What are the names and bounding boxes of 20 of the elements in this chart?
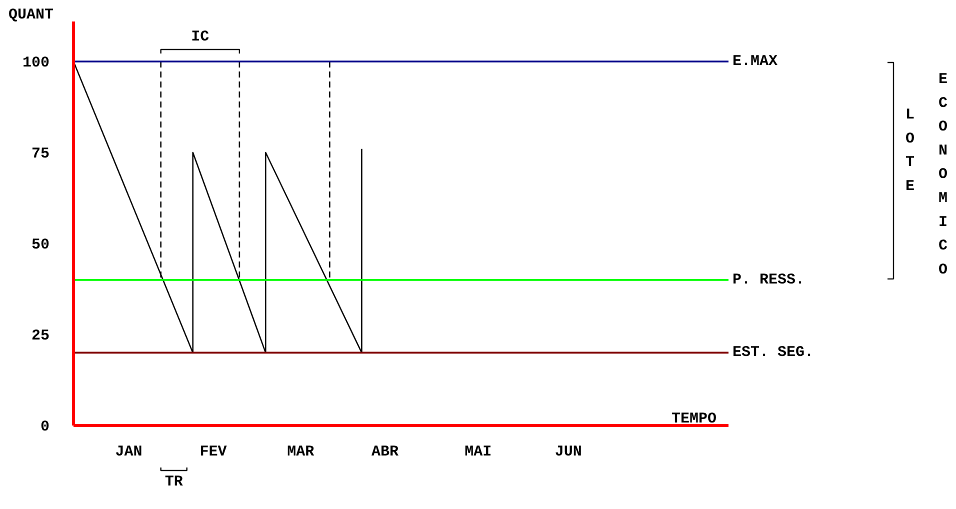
ref-line-label: E.MAX <box>732 53 778 70</box>
text: TR <box>164 474 183 490</box>
x-tick-label: JAN <box>115 444 142 460</box>
annotation: IC <box>191 28 210 46</box>
x-axis-title: TEMPO <box>671 410 717 428</box>
x-tick-label: ABR <box>371 444 398 460</box>
x-tick-label: JUN <box>554 444 582 460</box>
x-tick-label: MAR <box>287 444 314 460</box>
y-tick-label: 0 <box>40 418 50 436</box>
ref-line-label: P. RESS. <box>732 271 805 288</box>
text: LOTE <box>906 106 915 195</box>
y-tick-label: 75 <box>31 146 50 163</box>
y-axis-title: QUANT <box>8 6 54 24</box>
y-tick-label: 50 <box>31 236 50 254</box>
x-tick-label: MAI <box>464 444 492 460</box>
y-tick-label: 100 <box>22 54 50 72</box>
y-tick-label: 25 <box>31 328 50 345</box>
x-tick-label: FEV <box>200 444 227 460</box>
text: ECONOMICO <box>938 71 948 278</box>
ref-line-label: EST. SEG. <box>732 344 814 362</box>
